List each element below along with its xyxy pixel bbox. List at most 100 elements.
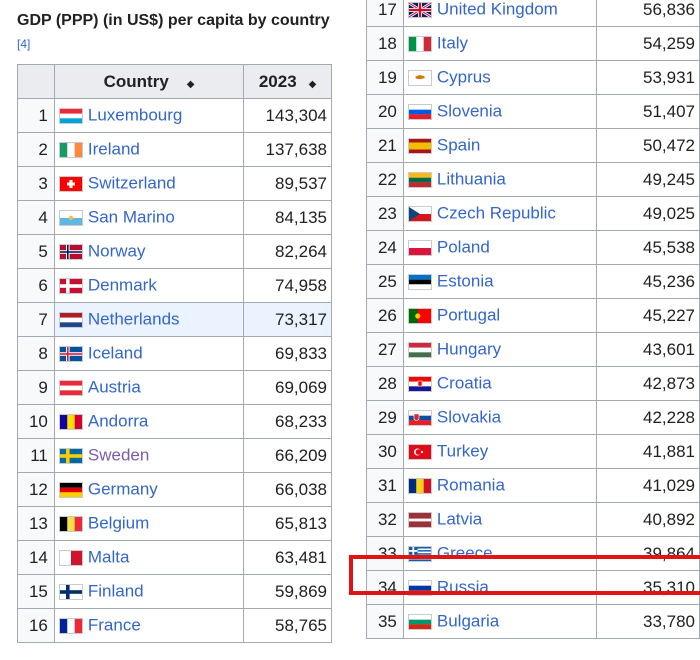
table-row: 29 Slovakia 42,228: [366, 400, 700, 435]
country-link[interactable]: Sweden: [87, 445, 150, 465]
table-row: 5 Norway 82,264: [17, 234, 332, 269]
rank-cell: 31: [366, 468, 404, 503]
table-row: 6 Denmark 74,958: [17, 268, 332, 303]
gdp-table-left: Country ◆ 2023 ◆ 1 Luxembourg 143,304 2 Irelan…: [17, 64, 332, 643]
lithuania-flag-icon: [407, 171, 432, 188]
rank-cell: 18: [366, 26, 404, 61]
table-row: 20 Slovenia 51,407: [366, 94, 700, 129]
bulgaria-flag-icon: [407, 613, 432, 630]
country-link[interactable]: Romania: [436, 475, 505, 495]
country-link[interactable]: Austria: [87, 377, 141, 397]
gdp-value-cell: 66,038: [243, 472, 332, 507]
year-column-header[interactable]: 2023 ◆: [243, 64, 332, 99]
country-cell: San Marino: [53, 200, 245, 235]
country-link[interactable]: Slovenia: [436, 101, 503, 121]
country-link[interactable]: Czech Republic: [436, 203, 556, 223]
rank-cell: 15: [17, 574, 55, 609]
country-cell: Iceland: [53, 336, 245, 371]
country-link[interactable]: Latvia: [436, 509, 483, 529]
rank-cell: 1: [17, 98, 55, 133]
gdp-value-cell: 59,869: [243, 574, 332, 609]
country-link[interactable]: Croatia: [436, 373, 492, 393]
country-link[interactable]: Andorra: [87, 411, 149, 431]
gdp-value-cell: 49,025: [596, 196, 700, 231]
country-link[interactable]: Luxembourg: [87, 105, 183, 125]
table-row: 8 Iceland 69,833: [17, 336, 332, 371]
country-link[interactable]: United Kingdom: [436, 0, 558, 19]
country-link[interactable]: Lithuania: [436, 169, 506, 189]
gdp-value-cell: 73,317: [243, 302, 332, 337]
table-row: 7 Netherlands 73,317: [17, 302, 332, 337]
country-link[interactable]: Spain: [436, 135, 481, 155]
table-row: 34 Russia 35,310: [366, 570, 700, 605]
year-header-label: 2023: [258, 71, 297, 91]
luxembourg-flag-icon: [58, 107, 83, 124]
country-link[interactable]: Finland: [87, 581, 144, 601]
table-row: 19 Cyprus 53,931: [366, 60, 700, 95]
rank-cell: 27: [366, 332, 404, 367]
rank-cell: 23: [366, 196, 404, 231]
country-cell: Ireland: [53, 132, 245, 167]
gdp-value-cell: 45,538: [596, 230, 700, 265]
country-link[interactable]: Belgium: [87, 513, 150, 533]
country-cell: United Kingdom: [402, 0, 598, 27]
portugal-flag-icon: [407, 307, 432, 324]
rank-cell: 5: [17, 234, 55, 269]
sweden-flag-icon: [58, 447, 83, 464]
gdp-value-cell: 41,881: [596, 434, 700, 469]
country-link[interactable]: France: [87, 615, 141, 635]
country-link[interactable]: Denmark: [87, 275, 157, 295]
country-link[interactable]: Germany: [87, 479, 158, 499]
table-row: 18 Italy 54,259: [366, 26, 700, 61]
rank-cell: 20: [366, 94, 404, 129]
country-link[interactable]: Cyprus: [436, 67, 491, 87]
country-link[interactable]: Slovakia: [436, 407, 502, 427]
country-link[interactable]: Bulgaria: [436, 611, 500, 631]
romania-flag-icon: [407, 477, 432, 494]
country-link[interactable]: Netherlands: [87, 309, 180, 329]
gdp-value-cell: 54,259: [596, 26, 700, 61]
estonia-flag-icon: [407, 273, 432, 290]
gdp-value-cell: 42,228: [596, 400, 700, 435]
rank-header: [17, 64, 55, 99]
country-cell: Lithuania: [402, 162, 598, 197]
sort-arrows-icon[interactable]: ◆: [186, 78, 195, 90]
poland-flag-icon: [407, 239, 432, 256]
reference-link[interactable]: [4]: [17, 37, 31, 51]
table-row: 2 Ireland 137,638: [17, 132, 332, 167]
country-link[interactable]: Norway: [87, 241, 146, 261]
rank-cell: 8: [17, 336, 55, 371]
country-link[interactable]: Hungary: [436, 339, 502, 359]
country-link[interactable]: Poland: [436, 237, 490, 257]
gdp-value-cell: 49,245: [596, 162, 700, 197]
hungary-flag-icon: [407, 341, 432, 358]
country-cell: Finland: [53, 574, 245, 609]
table-row: 27 Hungary 43,601: [366, 332, 700, 367]
country-link[interactable]: Switzerland: [87, 173, 176, 193]
rank-cell: 26: [366, 298, 404, 333]
country-cell: Croatia: [402, 366, 598, 401]
sort-arrows-icon[interactable]: ◆: [308, 78, 317, 90]
country-link[interactable]: Portugal: [436, 305, 501, 325]
country-cell: Germany: [53, 472, 245, 507]
country-link[interactable]: Turkey: [436, 441, 489, 461]
country-link[interactable]: San Marino: [87, 207, 175, 227]
country-link[interactable]: Ireland: [87, 139, 140, 159]
country-column-header[interactable]: Country ◆: [53, 64, 245, 99]
country-link[interactable]: Italy: [436, 33, 469, 53]
table-row: 14 Malta 63,481: [17, 540, 332, 575]
country-link[interactable]: Malta: [87, 547, 130, 567]
country-cell: France: [53, 608, 245, 643]
malta-flag-icon: [58, 549, 83, 566]
country-cell: Estonia: [402, 264, 598, 299]
gdp-value-cell: 84,135: [243, 200, 332, 235]
gdp-value-cell: 143,304: [243, 98, 332, 133]
country-cell: Andorra: [53, 404, 245, 439]
ireland-flag-icon: [58, 141, 83, 158]
gdp-value-cell: 82,264: [243, 234, 332, 269]
country-link[interactable]: Iceland: [87, 343, 143, 363]
gdp-value-cell: 63,481: [243, 540, 332, 575]
gdp-value-cell: 89,537: [243, 166, 332, 201]
country-link[interactable]: Estonia: [436, 271, 494, 291]
rank-cell: 3: [17, 166, 55, 201]
